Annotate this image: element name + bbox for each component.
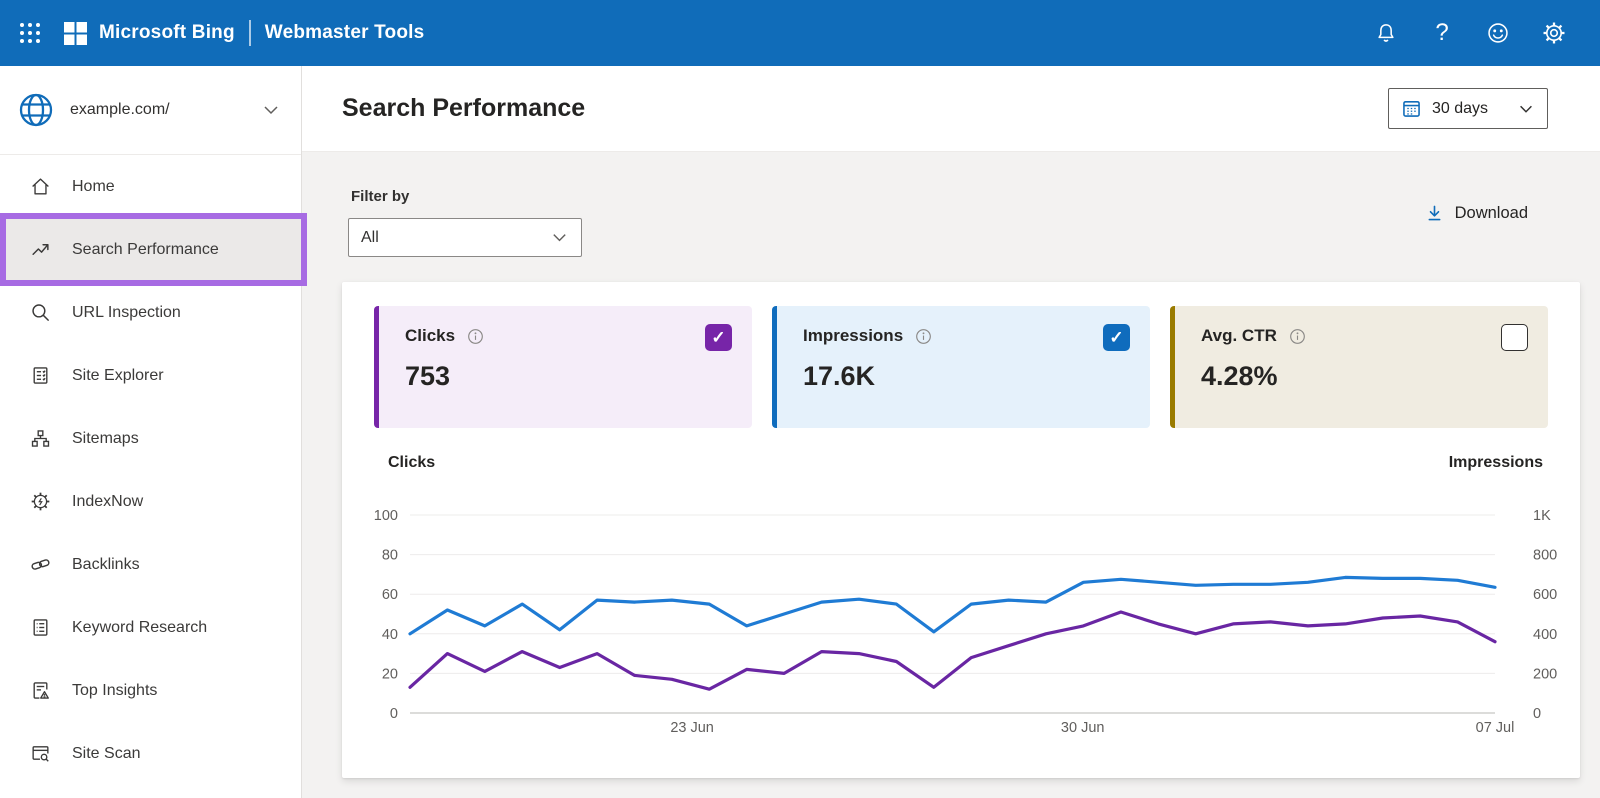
chart-axis-titles: Clicks Impressions <box>342 454 1580 474</box>
trending-up-icon <box>30 239 52 261</box>
svg-text:23 Jun: 23 Jun <box>670 720 714 736</box>
svg-text:80: 80 <box>382 548 398 564</box>
date-range-dropdown[interactable]: 30 days <box>1388 88 1548 129</box>
right-axis-title: Impressions <box>1448 454 1543 471</box>
svg-text:800: 800 <box>1533 548 1557 564</box>
svg-text:30 Jun: 30 Jun <box>1061 720 1105 736</box>
left-axis-title: Clicks <box>388 454 436 471</box>
download-icon <box>1425 204 1444 223</box>
document-checklist-icon <box>30 365 52 387</box>
calendar-icon <box>1401 98 1422 119</box>
browser-scan-icon <box>30 743 52 765</box>
sidebar-item-site-explorer[interactable]: Site Explorer <box>0 344 301 407</box>
org-chart-icon <box>30 428 52 450</box>
topbar: Microsoft Bing Webmaster Tools ? <box>0 0 1600 66</box>
info-icon[interactable] <box>1289 328 1306 345</box>
svg-text:0: 0 <box>1533 706 1541 722</box>
date-range-value: 30 days <box>1432 99 1489 117</box>
avg-ctr-value: 4.28% <box>1201 361 1278 391</box>
download-button[interactable]: Download <box>1425 204 1528 223</box>
feedback-smiley-icon[interactable] <box>1476 11 1520 55</box>
document-alert-icon <box>30 680 52 702</box>
brand-title: Microsoft Bing <box>99 22 235 43</box>
impressions-value: 17.6K <box>803 361 876 391</box>
avg-ctr-card-label: Avg. CTR <box>1201 326 1277 345</box>
waffle-icon[interactable] <box>8 11 52 55</box>
svg-text:200: 200 <box>1533 666 1557 682</box>
clicks-value: 753 <box>405 361 451 391</box>
svg-text:07 Jul: 07 Jul <box>1476 720 1515 736</box>
impressions-card-label: Impressions <box>803 326 904 345</box>
notifications-bell-icon[interactable] <box>1364 11 1408 55</box>
performance-line-chart[interactable]: 100 1K 80 800 60 600 40 400 20 200 0 0 23 Jun 30 Jun 0… <box>342 492 1580 778</box>
magnifier-icon <box>30 302 52 324</box>
sidebar-item-backlinks[interactable]: Backlinks <box>0 533 301 596</box>
svg-text:20: 20 <box>382 666 398 682</box>
help-icon[interactable]: ? <box>1420 11 1464 55</box>
sidebar-item-indexnow[interactable]: IndexNow <box>0 470 301 533</box>
main-content: Filter by All Download Clicks <box>302 152 1600 798</box>
download-label: Download <box>1454 204 1528 222</box>
metric-cards-row: Clicks 753 ✓ Impressions <box>374 306 1548 428</box>
chevron-down-icon <box>261 100 281 120</box>
sidebar-item-top-insights[interactable]: Top Insights <box>0 659 301 722</box>
filter-by-label: Filter by <box>351 188 410 205</box>
clicks-metric-card[interactable]: Clicks 753 ✓ <box>374 306 752 428</box>
sidebar: example.com/ Home Search Per <box>0 66 307 798</box>
link-icon <box>30 554 52 576</box>
clicks-checkbox[interactable]: ✓ <box>705 324 732 351</box>
filter-dropdown[interactable]: All <box>348 218 582 257</box>
sidebar-item-site-scan[interactable]: Site Scan <box>0 722 301 785</box>
page-title: Search Performance <box>342 94 586 122</box>
svg-text:0: 0 <box>390 706 398 722</box>
info-icon[interactable] <box>915 328 932 345</box>
sidebar-item-url-inspection[interactable]: URL Inspection <box>0 281 301 344</box>
svg-text:600: 600 <box>1533 587 1557 603</box>
avg-ctr-metric-card[interactable]: Avg. CTR 4.28% <box>1170 306 1548 428</box>
settings-gear-icon[interactable] <box>1532 11 1576 55</box>
home-icon <box>30 176 52 198</box>
impressions-metric-card[interactable]: Impressions 17.6K ✓ <box>772 306 1150 428</box>
svg-text:60: 60 <box>382 587 398 603</box>
sidebar-item-keyword-research[interactable]: Keyword Research <box>0 596 301 659</box>
microsoft-logo <box>64 21 87 45</box>
brand-divider <box>248 20 251 46</box>
svg-text:400: 400 <box>1533 627 1557 643</box>
chevron-down-icon <box>550 228 569 247</box>
avg-ctr-checkbox[interactable] <box>1501 324 1528 351</box>
sidebar-item-sitemaps[interactable]: Sitemaps <box>0 407 301 470</box>
page-header: Search Performance 30 days <box>302 66 1600 152</box>
site-selector[interactable]: example.com/ <box>0 66 301 155</box>
chevron-down-icon <box>1517 100 1535 118</box>
sidebar-item-search-performance[interactable]: Search Performance <box>0 213 307 286</box>
svg-text:40: 40 <box>382 627 398 643</box>
clicks-card-label: Clicks <box>405 326 456 345</box>
globe-icon <box>18 92 54 128</box>
svg-text:100: 100 <box>374 508 398 524</box>
sidebar-item-home[interactable]: Home <box>0 155 301 218</box>
info-icon[interactable] <box>467 328 484 345</box>
gear-bolt-icon <box>30 491 52 513</box>
svg-text:1K: 1K <box>1533 508 1551 524</box>
site-name: example.com/ <box>70 101 170 118</box>
document-list-icon <box>30 617 52 639</box>
filter-value: All <box>361 228 379 246</box>
impressions-checkbox[interactable]: ✓ <box>1103 324 1130 351</box>
search-performance-card: Clicks 753 ✓ Impressions <box>342 282 1580 778</box>
product-title: Webmaster Tools <box>264 22 425 43</box>
